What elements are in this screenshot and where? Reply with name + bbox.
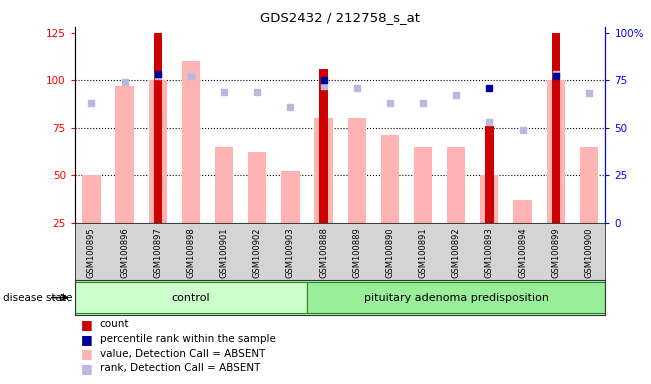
Text: GSM100900: GSM100900: [585, 227, 593, 278]
Text: GSM100897: GSM100897: [153, 227, 162, 278]
Bar: [215, 147, 233, 270]
Text: GSM100898: GSM100898: [186, 227, 195, 278]
Bar: [381, 135, 399, 270]
Text: count: count: [100, 319, 129, 329]
Bar: [485, 126, 493, 270]
Text: GSM100889: GSM100889: [352, 227, 361, 278]
Bar: [154, 33, 162, 270]
Text: GSM100893: GSM100893: [485, 227, 494, 278]
Bar: [414, 147, 432, 270]
Text: GSM100896: GSM100896: [120, 227, 129, 278]
Text: GSM100899: GSM100899: [551, 227, 561, 278]
Bar: [320, 69, 327, 270]
Bar: [75, 282, 307, 313]
Text: ■: ■: [81, 347, 93, 360]
Title: GDS2432 / 212758_s_at: GDS2432 / 212758_s_at: [260, 11, 420, 24]
Text: GSM100901: GSM100901: [219, 227, 229, 278]
Bar: [551, 33, 560, 270]
Text: ■: ■: [81, 333, 93, 346]
Text: rank, Detection Call = ABSENT: rank, Detection Call = ABSENT: [100, 363, 260, 373]
Text: value, Detection Call = ABSENT: value, Detection Call = ABSENT: [100, 349, 265, 359]
Text: GSM100894: GSM100894: [518, 227, 527, 278]
Text: GSM100892: GSM100892: [452, 227, 461, 278]
Text: GSM100888: GSM100888: [319, 227, 328, 278]
Text: GSM100890: GSM100890: [385, 227, 395, 278]
Text: GSM100903: GSM100903: [286, 227, 295, 278]
Bar: [248, 152, 266, 270]
Bar: [307, 282, 605, 313]
Bar: [314, 118, 333, 270]
Text: GSM100902: GSM100902: [253, 227, 262, 278]
Bar: [348, 118, 366, 270]
Bar: [580, 147, 598, 270]
Bar: [281, 171, 299, 270]
Text: GSM100891: GSM100891: [419, 227, 428, 278]
Text: pituitary adenoma predisposition: pituitary adenoma predisposition: [364, 293, 549, 303]
Bar: [115, 86, 133, 270]
Bar: [148, 80, 167, 270]
Bar: [182, 61, 200, 270]
Text: control: control: [172, 293, 210, 303]
Bar: [514, 200, 532, 270]
Bar: [82, 175, 100, 270]
Text: ■: ■: [81, 318, 93, 331]
Text: disease state: disease state: [3, 293, 73, 303]
Text: ■: ■: [81, 362, 93, 375]
Text: percentile rank within the sample: percentile rank within the sample: [100, 334, 275, 344]
Bar: [447, 147, 465, 270]
Bar: [547, 80, 565, 270]
Text: GSM100895: GSM100895: [87, 227, 96, 278]
Bar: [480, 175, 499, 270]
